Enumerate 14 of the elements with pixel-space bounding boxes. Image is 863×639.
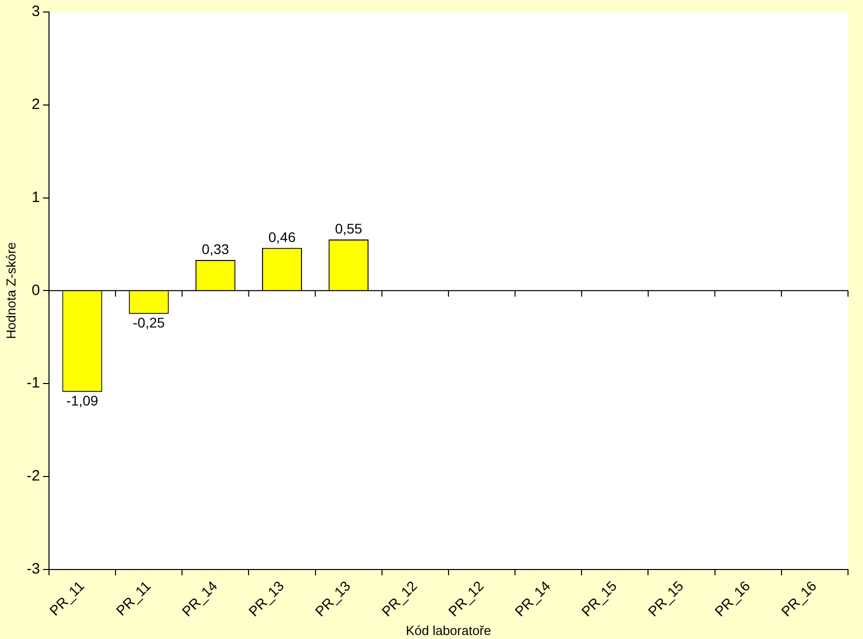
y-tick-label: 1 [32,188,40,206]
data-label: -1,09 [66,392,98,409]
y-axis-title: Hodnota Z-skóre [3,242,18,340]
y-tick-label: 0 [32,282,40,299]
data-label: 0,55 [334,220,362,236]
data-label: 0,33 [202,240,230,257]
y-tick-label: 3 [32,3,40,20]
data-label: -0,25 [132,314,165,331]
y-tick-label: -2 [26,468,40,485]
x-axis-title: Kód laboratoře [406,622,492,638]
y-tick-label: 2 [32,96,40,114]
data-label: 0,46 [268,228,296,245]
y-tick-label: -1 [26,374,40,392]
y-tick-label: -3 [26,560,40,578]
